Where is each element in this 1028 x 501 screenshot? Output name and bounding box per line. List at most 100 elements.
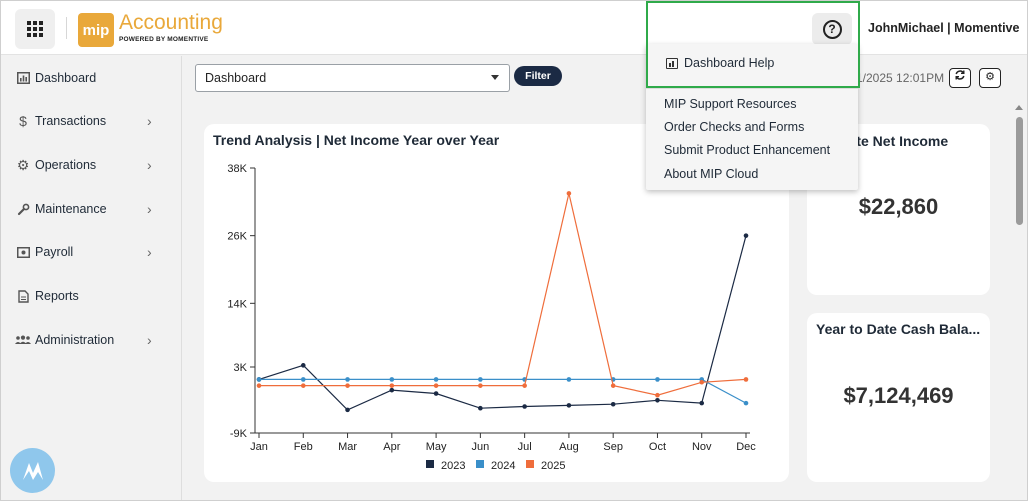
- data-point-2025[interactable]: [300, 383, 306, 388]
- user-account[interactable]: JohnMichael | Momentive: [868, 21, 1020, 35]
- sidebar-item-dashboard[interactable]: Dashboard: [1, 63, 181, 93]
- menu-item-support-resources[interactable]: MIP Support Resources: [664, 97, 797, 111]
- series-line-2023: [258, 235, 747, 411]
- data-point-2023[interactable]: [566, 403, 572, 408]
- data-point-2023[interactable]: [433, 391, 439, 396]
- data-point-2025[interactable]: [345, 383, 350, 388]
- menu-item-label: Dashboard Help: [684, 56, 775, 70]
- x-tick-label: Oct: [649, 441, 666, 453]
- trend-card-title: Trend Analysis | Net Income Year over Ye…: [213, 132, 500, 148]
- product-tagline: POWERED BY MOMENTIVE: [119, 36, 209, 43]
- data-point-2025[interactable]: [433, 383, 439, 388]
- sidebar-item-maintenance[interactable]: Maintenance ›: [1, 194, 181, 224]
- data-point-2024[interactable]: [300, 377, 306, 382]
- legend-label-2023[interactable]: 2023: [441, 460, 465, 472]
- gear-icon: ⚙: [16, 156, 30, 173]
- data-point-2025[interactable]: [478, 383, 483, 388]
- refresh-button[interactable]: [949, 68, 971, 88]
- sidebar-item-transactions[interactable]: $ Transactions ›: [1, 106, 181, 136]
- data-point-2025[interactable]: [522, 383, 527, 388]
- question-circle-icon: ?: [822, 19, 842, 39]
- sidebar: Dashboard $ Transactions › ⚙ Operations …: [1, 56, 181, 500]
- cash-balance-card: Year to Date Cash Bala... $7,124,469: [807, 313, 990, 482]
- main-scrollbar[interactable]: [1013, 103, 1025, 493]
- data-point-2024[interactable]: [345, 377, 350, 382]
- wrench-icon: [16, 202, 30, 216]
- x-tick-label: Jul: [518, 441, 532, 453]
- bar-chart-icon: [16, 71, 30, 85]
- help-dropdown-menu: Dashboard Help MIP Support Resources Ord…: [646, 44, 858, 190]
- legend-swatch-2023: [426, 460, 434, 468]
- sidebar-item-administration[interactable]: Administration ›: [1, 325, 181, 355]
- document-icon: [16, 289, 30, 303]
- data-point-2025[interactable]: [256, 383, 262, 388]
- cash-balance-value: $7,124,469: [843, 383, 954, 408]
- data-point-2023[interactable]: [699, 400, 705, 406]
- sidebar-item-label: Transactions: [35, 114, 107, 128]
- data-point-2024[interactable]: [743, 400, 749, 406]
- data-point-2024[interactable]: [256, 377, 262, 382]
- grid-icon: [27, 21, 43, 37]
- data-point-2024[interactable]: [478, 377, 483, 382]
- momentive-assistant-button[interactable]: [10, 448, 55, 493]
- data-point-2025[interactable]: [610, 383, 616, 388]
- legend-swatch-2024: [476, 460, 484, 468]
- mip-logo: mip: [78, 13, 114, 47]
- y-tick-label: 38K: [227, 163, 247, 175]
- data-point-2025[interactable]: [566, 191, 572, 196]
- series-line-2025: [259, 193, 747, 396]
- chevron-right-icon: ›: [147, 332, 152, 348]
- data-point-2023[interactable]: [389, 387, 395, 393]
- data-point-2023[interactable]: [655, 397, 660, 403]
- data-point-2023[interactable]: [743, 233, 749, 238]
- data-point-2024[interactable]: [655, 377, 660, 382]
- menu-item-about-mip-cloud[interactable]: About MIP Cloud: [664, 167, 759, 181]
- data-point-2024[interactable]: [566, 377, 572, 382]
- net-income-value: $22,860: [858, 194, 939, 219]
- sidebar-item-label: Reports: [35, 289, 79, 303]
- data-point-2023[interactable]: [478, 405, 483, 411]
- sidebar-divider: [181, 56, 182, 500]
- scroll-up-arrow-icon[interactable]: [1015, 105, 1023, 110]
- chevron-right-icon: ›: [147, 113, 152, 129]
- payroll-icon: [16, 245, 30, 259]
- data-point-2025[interactable]: [655, 392, 660, 398]
- scrollbar-thumb[interactable]: [1016, 117, 1023, 225]
- legend-label-2025[interactable]: 2025: [541, 460, 565, 472]
- product-name: Accounting: [119, 11, 223, 34]
- chevron-right-icon: ›: [147, 201, 152, 217]
- legend-label-2024[interactable]: 2024: [491, 460, 515, 472]
- sidebar-item-reports[interactable]: Reports: [1, 281, 181, 311]
- data-point-2023[interactable]: [522, 404, 527, 409]
- filter-button[interactable]: Filter: [514, 66, 562, 86]
- sidebar-item-label: Operations: [35, 158, 97, 172]
- data-point-2025[interactable]: [389, 383, 395, 388]
- bar-chart-icon: [666, 57, 678, 69]
- data-point-2023[interactable]: [610, 401, 616, 407]
- data-point-2023[interactable]: [300, 363, 306, 368]
- sidebar-item-operations[interactable]: ⚙ Operations ›: [1, 150, 181, 180]
- help-button[interactable]: ?: [812, 13, 852, 45]
- chevron-right-icon: ›: [147, 244, 152, 260]
- app-launcher-button[interactable]: [15, 9, 55, 49]
- sidebar-item-label: Payroll: [35, 245, 74, 259]
- menu-item-dashboard-help[interactable]: Dashboard Help: [666, 56, 774, 70]
- x-tick-label: Dec: [736, 441, 756, 453]
- x-tick-label: Nov: [692, 441, 712, 453]
- data-point-2024[interactable]: [389, 377, 395, 382]
- menu-item-submit-enhancement[interactable]: Submit Product Enhancement: [664, 143, 831, 157]
- dashboard-settings-button[interactable]: ⚙: [979, 68, 1001, 88]
- x-tick-label: Jun: [471, 441, 489, 453]
- sidebar-item-payroll[interactable]: Payroll ›: [1, 237, 181, 267]
- data-point-2023[interactable]: [345, 407, 350, 413]
- menu-item-order-checks[interactable]: Order Checks and Forms: [664, 120, 805, 134]
- cash-balance-title: Year to Date Cash Bala...: [816, 321, 981, 337]
- trend-analysis-card: Trend Analysis | Net Income Year over Ye…: [204, 124, 789, 482]
- x-tick-label: Mar: [338, 441, 357, 453]
- data-point-2025[interactable]: [743, 377, 749, 382]
- dashboard-select[interactable]: Dashboard: [195, 64, 510, 92]
- y-tick-label: 14K: [227, 298, 247, 310]
- data-point-2025[interactable]: [699, 379, 705, 385]
- data-point-2024[interactable]: [433, 377, 439, 382]
- x-tick-label: Apr: [383, 441, 400, 453]
